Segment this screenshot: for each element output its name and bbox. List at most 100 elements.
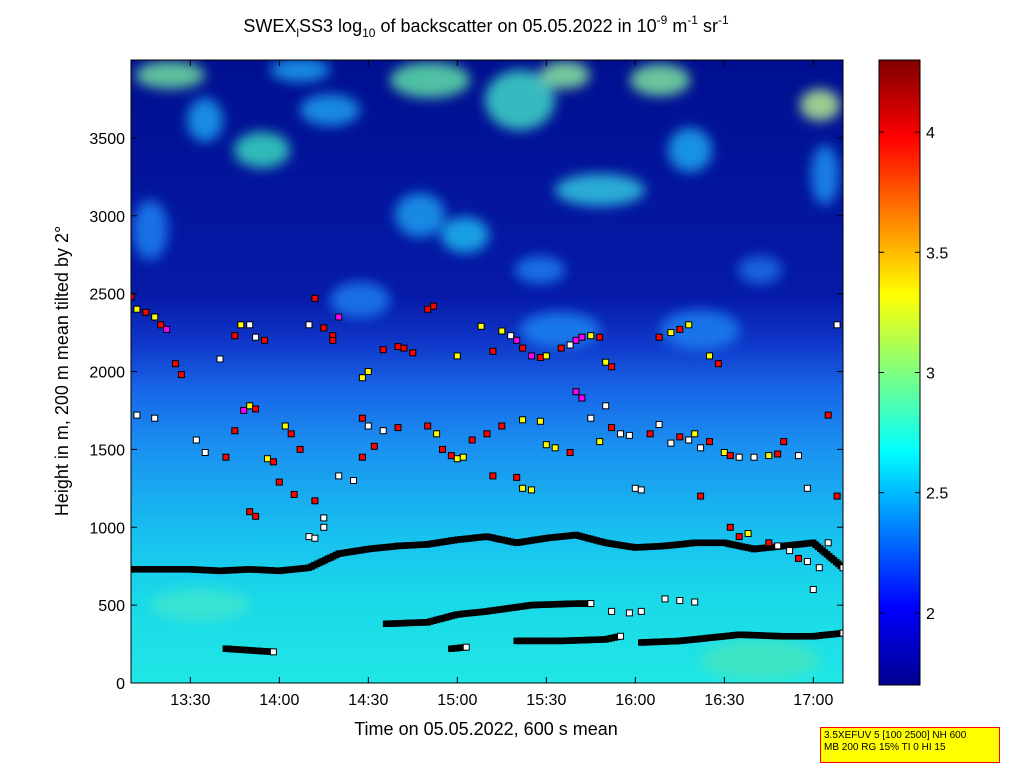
cloud-marker-red <box>489 347 497 355</box>
cloud-marker-red <box>142 308 150 316</box>
cloud-markers <box>131 293 841 617</box>
cloud-marker-white <box>637 486 645 494</box>
cloud-marker-red <box>795 554 802 562</box>
cloud-marker-yellow <box>498 327 506 335</box>
cloud-marker-red <box>131 293 135 301</box>
cloud-marker-yellow <box>536 417 544 425</box>
y-tick-label: 0 <box>116 676 125 693</box>
cloud-marker-white <box>305 321 313 329</box>
cloud-marker-red <box>774 450 782 458</box>
cloud-marker-red <box>608 424 616 432</box>
colorbar-tick-label: 2.5 <box>926 486 948 503</box>
cloud-marker-yellow <box>281 422 289 430</box>
chart-title: SWEXlSS3 log10 of backscatter on 05.05.2… <box>243 13 729 40</box>
cloud-marker-magenta <box>335 313 343 321</box>
cloud-marker-white <box>786 547 794 555</box>
cloud-marker-white <box>311 534 319 542</box>
cloud-marker-white <box>774 542 782 550</box>
cloud-marker-red <box>483 430 491 438</box>
cloud-marker-yellow <box>453 455 461 463</box>
cloud-marker-red <box>726 452 734 460</box>
cloud-layer <box>448 643 470 652</box>
cloud-marker-red <box>714 360 722 368</box>
cloud-marker-red <box>513 473 521 481</box>
info-line-1: 3.5XEFUV 5 [100 2500] NH 600 <box>824 730 967 741</box>
cloud-marker-white <box>379 427 387 435</box>
cloud-marker-white <box>631 484 639 492</box>
cloud-marker-yellow <box>237 321 245 329</box>
cloud-marker-red <box>424 305 432 313</box>
cloud-marker-white <box>750 453 758 461</box>
cloud-marker-red <box>246 508 254 516</box>
x-tick-label: 17:00 <box>793 692 833 709</box>
cloud-marker-yellow <box>264 455 271 463</box>
cloud-marker-yellow <box>453 352 461 360</box>
colorbar-tick-label: 3.5 <box>926 245 948 262</box>
cloud-marker-red <box>172 360 179 368</box>
cloud-marker-red <box>833 492 841 500</box>
cloud-layer <box>131 531 843 575</box>
cloud-marker-red <box>252 405 260 413</box>
cloud-marker-white <box>833 321 841 329</box>
cloud-marker-yellow <box>133 305 141 313</box>
cloud-marker-magenta <box>240 406 248 414</box>
cloud-marker-red <box>676 325 684 333</box>
cloud-marker-magenta <box>163 325 171 333</box>
cloud-marker-white <box>608 607 616 615</box>
x-tick-label: 13:30 <box>170 692 210 709</box>
cloud-marker-red <box>157 321 165 329</box>
cloud-marker-white <box>507 332 515 340</box>
cloud-marker-red <box>358 453 366 461</box>
cloud-marker-white <box>305 533 313 541</box>
cloud-marker-red <box>489 472 497 480</box>
cloud-marker-red <box>358 414 366 422</box>
cloud-marker-white <box>824 539 832 547</box>
x-tick-label: 14:30 <box>348 692 388 709</box>
cloud-layer-marker <box>839 629 843 637</box>
cloud-marker-yellow <box>358 374 366 382</box>
cloud-marker-yellow <box>477 322 485 330</box>
cloud-marker-yellow <box>587 332 595 340</box>
cloud-marker-yellow <box>720 449 728 456</box>
cloud-marker-red <box>676 433 684 441</box>
cloud-marker-yellow <box>542 352 550 360</box>
cloud-marker-red <box>275 478 283 486</box>
y-tick-label: 3500 <box>89 131 125 148</box>
cloud-marker-red <box>424 422 432 430</box>
cloud-marker-white <box>625 609 633 617</box>
cloud-layers <box>131 531 843 656</box>
cloud-marker-red <box>394 424 402 432</box>
colorbar-tick-label: 4 <box>926 125 935 142</box>
cloud-marker-white <box>697 444 705 452</box>
cloud-marker-yellow <box>685 321 693 329</box>
cloud-marker-white <box>803 484 811 492</box>
cloud-marker-yellow <box>596 438 604 446</box>
cloud-marker-red <box>646 430 654 438</box>
cloud-marker-white <box>691 598 699 606</box>
cloud-marker-magenta <box>578 333 586 341</box>
cloud-marker-white <box>685 436 693 444</box>
cloud-marker-white <box>809 586 817 593</box>
cloud-marker-red <box>566 449 574 456</box>
cloud-marker-white <box>151 414 159 422</box>
cloud-marker-magenta <box>578 394 586 402</box>
cloud-marker-red <box>231 332 239 340</box>
cloud-marker-red <box>697 492 705 500</box>
colorbar-ticks: 2 2.5 3 3.5 4 <box>879 125 948 623</box>
cloud-marker-red <box>329 336 337 344</box>
cloud-marker-red <box>447 452 455 460</box>
cloud-marker-white <box>803 558 811 565</box>
cloud-marker-red <box>735 533 743 541</box>
colorbar-tick-label: 2 <box>926 606 935 623</box>
cloud-layer-marker <box>587 600 595 608</box>
cloud-marker-red <box>596 333 604 341</box>
cloud-marker-red <box>296 445 304 453</box>
cloud-marker-red <box>557 344 565 352</box>
cloud-layer-marker <box>839 564 843 572</box>
cloud-marker-yellow <box>364 368 372 375</box>
y-tick-label: 2500 <box>89 287 125 304</box>
cloud-marker-red <box>780 438 788 446</box>
cloud-marker-white <box>795 452 802 460</box>
cloud-marker-red <box>287 430 295 438</box>
cloud-marker-magenta <box>513 336 521 344</box>
